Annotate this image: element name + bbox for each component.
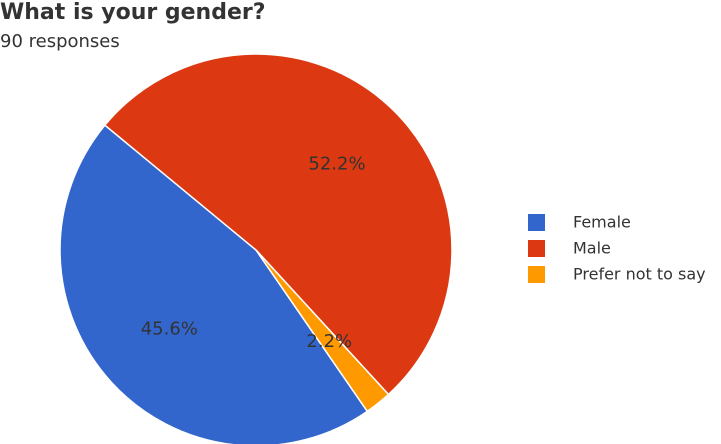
legend-label: Prefer not to say [573, 265, 706, 284]
data-label: 45.6% [141, 318, 198, 339]
legend-swatch [528, 214, 545, 231]
chart-subtitle: 90 responses [0, 31, 120, 52]
data-label: 2.2% [306, 331, 352, 352]
pie-slice [103, 53, 453, 396]
pie-slice [255, 249, 390, 413]
pie-slice [59, 124, 369, 444]
data-label: 52.2% [308, 154, 365, 175]
legend-swatch [528, 266, 545, 283]
legend-label: Female [573, 213, 631, 232]
chart-title: What is your gender? [0, 0, 265, 25]
legend-label: Male [573, 239, 611, 258]
legend-swatch [528, 240, 545, 257]
